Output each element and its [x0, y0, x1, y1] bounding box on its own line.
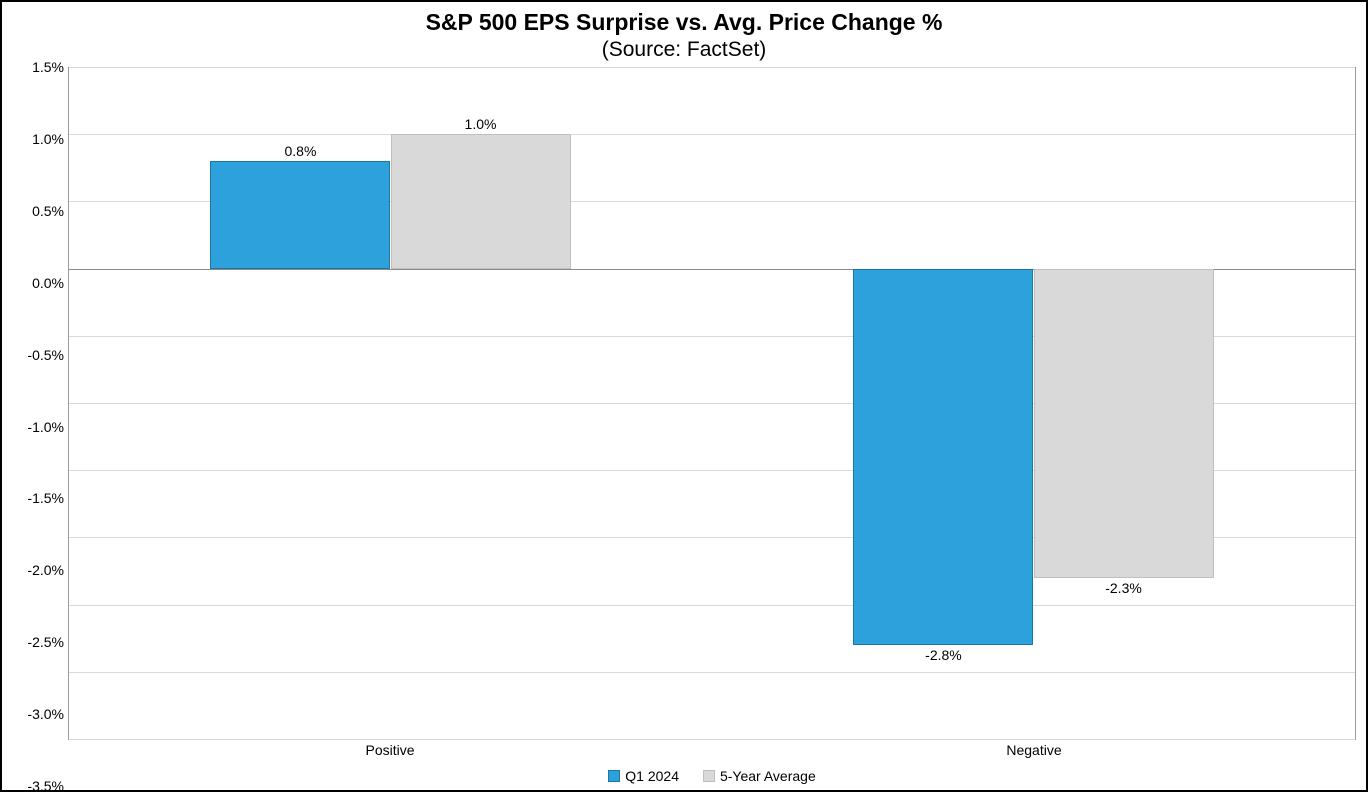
- y-tick-label: -1.5%: [27, 490, 64, 506]
- bar-value-label: 1.0%: [465, 116, 497, 132]
- y-tick-label: -0.5%: [27, 347, 64, 363]
- bar-value-label: -2.8%: [925, 647, 962, 663]
- gridline: [69, 134, 1355, 135]
- chart-titles: S&P 500 EPS Surprise vs. Avg. Price Chan…: [12, 8, 1356, 63]
- bar-value-label: -2.3%: [1105, 580, 1142, 596]
- x-category-label: Negative: [1006, 742, 1061, 758]
- y-tick-label: 0.5%: [32, 203, 64, 219]
- legend-swatch: [608, 770, 620, 782]
- plot-outer: 0.8% 1.0% -2.8% -2.3% Positive Negative Q1 2…: [68, 67, 1356, 786]
- legend-label: 5-Year Average: [720, 768, 816, 784]
- legend-item: 5-Year Average: [703, 768, 816, 784]
- gridline: [69, 672, 1355, 673]
- chart-subtitle: (Source: FactSet): [12, 37, 1356, 63]
- chart-frame: S&P 500 EPS Surprise vs. Avg. Price Chan…: [0, 0, 1368, 792]
- y-tick-label: 1.0%: [32, 131, 64, 147]
- legend-swatch: [703, 770, 715, 782]
- chart-title: S&P 500 EPS Surprise vs. Avg. Price Chan…: [12, 8, 1356, 37]
- bar: [1034, 269, 1214, 578]
- legend: Q1 2024 5-Year Average: [68, 762, 1356, 786]
- bar-value-label: 0.8%: [285, 143, 317, 159]
- y-tick-label: 1.5%: [32, 59, 64, 75]
- y-axis: 1.5%1.0%0.5%0.0%-0.5%-1.0%-1.5%-2.0%-2.5…: [12, 67, 68, 786]
- x-axis: Positive Negative: [68, 740, 1356, 762]
- gridline: [69, 605, 1355, 606]
- chart-body: 1.5%1.0%0.5%0.0%-0.5%-1.0%-1.5%-2.0%-2.5…: [12, 67, 1356, 786]
- y-tick-label: -3.0%: [27, 706, 64, 722]
- x-category-label: Positive: [365, 742, 414, 758]
- gridline: [69, 67, 1355, 68]
- y-tick-label: 0.0%: [32, 275, 64, 291]
- bar: [853, 269, 1033, 645]
- y-tick-label: -2.0%: [27, 562, 64, 578]
- legend-item: Q1 2024: [608, 768, 679, 784]
- plot-area: 0.8% 1.0% -2.8% -2.3%: [68, 67, 1356, 740]
- y-tick-label: -1.0%: [27, 419, 64, 435]
- legend-label: Q1 2024: [625, 768, 679, 784]
- y-tick-label: -2.5%: [27, 634, 64, 650]
- bar: [391, 134, 571, 268]
- bar: [210, 161, 390, 269]
